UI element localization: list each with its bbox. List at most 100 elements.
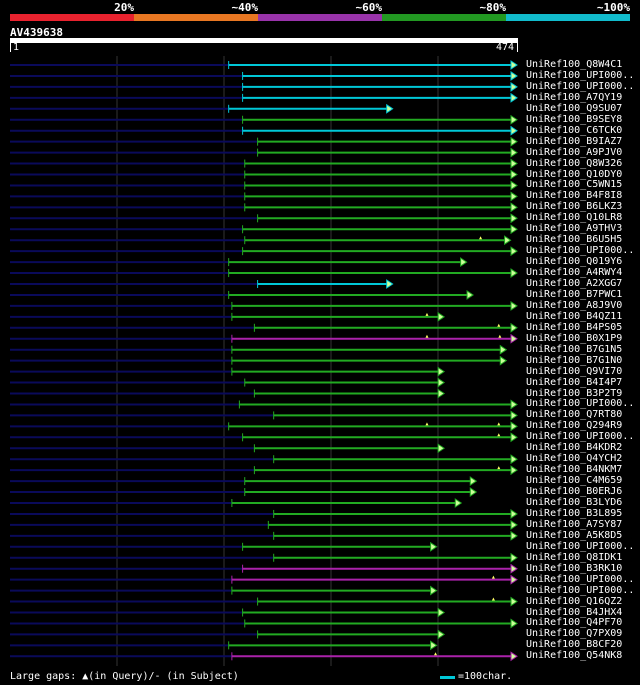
hit-label[interactable]: UniRef100_Q019Y6: [526, 256, 623, 268]
hit-label[interactable]: UniRef100_B8CF20: [526, 639, 623, 651]
hit-label[interactable]: UniRef100_UPI000..: [526, 245, 635, 257]
hit-label[interactable]: UniRef100_B4NKM7: [526, 464, 623, 476]
hit-arrowhead: [454, 498, 463, 508]
hit-label[interactable]: UniRef100_B4I4P7: [526, 376, 623, 388]
ruler-tick-end: [517, 42, 518, 52]
hit-label[interactable]: UniRef100_Q16QZ2: [526, 595, 623, 607]
query-gap-marker: [425, 422, 429, 426]
hit-arrowhead: [510, 651, 518, 662]
hit-label[interactable]: UniRef100_A4RWY4: [526, 267, 623, 279]
hit-label[interactable]: UniRef100_UPI000..: [526, 584, 635, 596]
hit-label[interactable]: UniRef100_Q8W326: [526, 157, 623, 169]
hit-label[interactable]: UniRef100_Q8IDK1: [526, 551, 623, 563]
ruler-end-label: 474: [496, 42, 515, 53]
hit-label[interactable]: UniRef100_B3L895: [526, 507, 623, 519]
hit-label[interactable]: UniRef100_B4KDR2: [526, 442, 623, 454]
hit-label[interactable]: UniRef100_B3P2T9: [526, 387, 623, 399]
hit-label[interactable]: UniRef100_Q4PF70: [526, 617, 623, 629]
hit-arrowhead: [510, 180, 518, 191]
hit-arrowhead: [510, 432, 518, 443]
hit-label[interactable]: UniRef100_UPI000..: [526, 398, 635, 410]
query-gap-marker: [491, 597, 495, 601]
hit-arrowhead: [510, 552, 518, 563]
hit-label[interactable]: UniRef100_C4M659: [526, 475, 623, 487]
hit-arrowhead: [386, 103, 394, 114]
hit-arrowhead: [510, 465, 518, 476]
hit-arrowhead: [510, 410, 518, 421]
hit-label[interactable]: UniRef100_UPI000..: [526, 431, 635, 443]
hit-label[interactable]: UniRef100_C6TCK0: [526, 124, 623, 136]
hit-label[interactable]: UniRef100_A2XGG7: [526, 278, 623, 289]
hit-label[interactable]: UniRef100_B4QZ11: [526, 310, 623, 322]
hit-label[interactable]: UniRef100_UPI000..: [526, 573, 635, 585]
hit-label[interactable]: UniRef100_B7G1N5: [526, 343, 623, 355]
hit-label[interactable]: UniRef100_B4JHX4: [526, 606, 623, 618]
query-gap-marker: [498, 334, 502, 338]
hit-arrowhead: [510, 509, 518, 519]
hit-label[interactable]: UniRef100_B9SEY8: [526, 113, 623, 125]
hit-label[interactable]: UniRef100_Q7PX09: [526, 628, 623, 640]
hit-label[interactable]: UniRef100_A9THV3: [526, 223, 623, 235]
hit-label[interactable]: UniRef100_Q294R9: [526, 420, 623, 432]
hit-label[interactable]: UniRef100_A5K8D5: [526, 529, 623, 541]
hit-label[interactable]: UniRef100_B0X1P9: [526, 332, 623, 344]
hit-label[interactable]: UniRef100_B7PWC1: [526, 288, 623, 300]
hit-label[interactable]: UniRef100_A9PJV0: [526, 146, 623, 158]
hit-label[interactable]: UniRef100_B0ERJ6: [526, 486, 623, 498]
hit-arrowhead: [510, 530, 518, 541]
ruler-tick-start: [10, 42, 11, 52]
hit-label[interactable]: UniRef100_B4PS05: [526, 321, 623, 333]
hit-arrowhead: [510, 81, 518, 92]
hit-arrowhead: [504, 235, 512, 246]
hit-label[interactable]: UniRef100_A8J9V0: [526, 299, 623, 311]
hit-label[interactable]: UniRef100_B6U5H5: [526, 234, 623, 246]
hit-label[interactable]: UniRef100_B6LKZ3: [526, 201, 623, 213]
hit-label[interactable]: UniRef100_B4F8I8: [526, 190, 623, 202]
hit-label[interactable]: UniRef100_Q9SU07: [526, 102, 623, 114]
hit-arrowhead: [510, 246, 518, 257]
identity-legend-bar: [10, 14, 630, 21]
legend-segment: [10, 14, 134, 21]
hit-label[interactable]: UniRef100_UPI000..: [526, 540, 635, 552]
legend-label: ~40%: [231, 1, 259, 14]
scale-legend-label: =100char.: [458, 671, 513, 682]
hit-arrowhead: [499, 355, 508, 366]
hit-label[interactable]: UniRef100_Q7RT80: [526, 409, 623, 421]
query-gap-marker: [434, 652, 438, 656]
hit-label[interactable]: UniRef100_A7SY87: [526, 518, 623, 530]
hit-label[interactable]: UniRef100_A7QY19: [526, 91, 623, 103]
hit-arrowhead: [510, 333, 518, 344]
hit-label[interactable]: UniRef100_C5WN15: [526, 179, 623, 191]
hit-label[interactable]: UniRef100_B9IAZ7: [526, 135, 623, 147]
hit-arrowhead: [510, 224, 518, 235]
hit-label[interactable]: UniRef100_B3RK10: [526, 562, 623, 574]
hit-label[interactable]: UniRef100_B7G1N0: [526, 354, 623, 366]
hit-arrowhead: [510, 147, 518, 158]
hit-arrowhead: [430, 541, 438, 552]
hit-arrowhead: [437, 607, 446, 618]
hit-arrowhead: [437, 388, 446, 399]
hit-label[interactable]: UniRef100_Q54NK8: [526, 650, 623, 662]
hit-label[interactable]: UniRef100_Q9VI70: [526, 365, 623, 377]
hit-arrowhead: [510, 202, 518, 213]
hits-graphic: [10, 56, 518, 666]
query-gap-marker: [497, 466, 501, 470]
hit-label[interactable]: UniRef100_B3LYD6: [526, 497, 623, 508]
hit-arrowhead: [499, 344, 508, 355]
hit-label[interactable]: UniRef100_UPI000..: [526, 80, 635, 92]
hit-arrowhead: [510, 596, 518, 607]
hit-label[interactable]: UniRef100_Q4YCH2: [526, 453, 623, 465]
hit-arrowhead: [510, 213, 518, 224]
query-gap-marker: [491, 575, 495, 579]
hit-label[interactable]: UniRef100_Q8W4C1: [526, 59, 623, 70]
hit-arrowhead: [510, 191, 518, 202]
query-gap-marker: [497, 323, 501, 327]
hit-label[interactable]: UniRef100_Q10LR8: [526, 212, 623, 224]
hit-arrowhead: [510, 574, 518, 585]
hit-arrowhead: [460, 257, 468, 268]
legend-label: ~100%: [596, 1, 630, 14]
hit-arrowhead: [437, 366, 446, 377]
hit-arrowhead: [510, 454, 518, 465]
hit-label[interactable]: UniRef100_Q10DY0: [526, 168, 623, 180]
hit-label[interactable]: UniRef100_UPI000..: [526, 69, 635, 81]
